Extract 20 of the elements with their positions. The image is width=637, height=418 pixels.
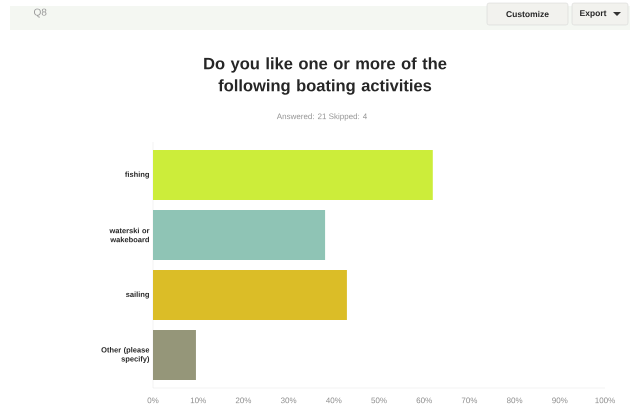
- chart-title: Do you like one or more of the following boating activities: [204, 57, 446, 95]
- bar: [153, 150, 433, 200]
- x-tick-label: 80%: [506, 398, 522, 404]
- x-tick-label: 10%: [190, 398, 206, 404]
- x-tick-label: 30%: [280, 398, 296, 404]
- x-tick-label: 90%: [552, 398, 568, 404]
- bar: [153, 330, 196, 380]
- x-tick-label: 40%: [326, 398, 342, 404]
- x-tick-label: 20%: [236, 398, 252, 404]
- text: Customize: [506, 10, 549, 18]
- x-tick-label: 0%: [148, 398, 158, 404]
- x-tick-label: 60%: [416, 398, 432, 404]
- chart-subtitle: Answered: 21 Skipped: 4: [276, 113, 367, 121]
- x-tick-label: 70%: [462, 398, 478, 404]
- bar: [153, 270, 347, 320]
- bar: [153, 210, 326, 260]
- x-tick-label: 50%: [371, 398, 387, 404]
- x-tick-label: 100%: [595, 398, 615, 404]
- text: Q8: [34, 8, 46, 18]
- text: Export: [580, 10, 606, 18]
